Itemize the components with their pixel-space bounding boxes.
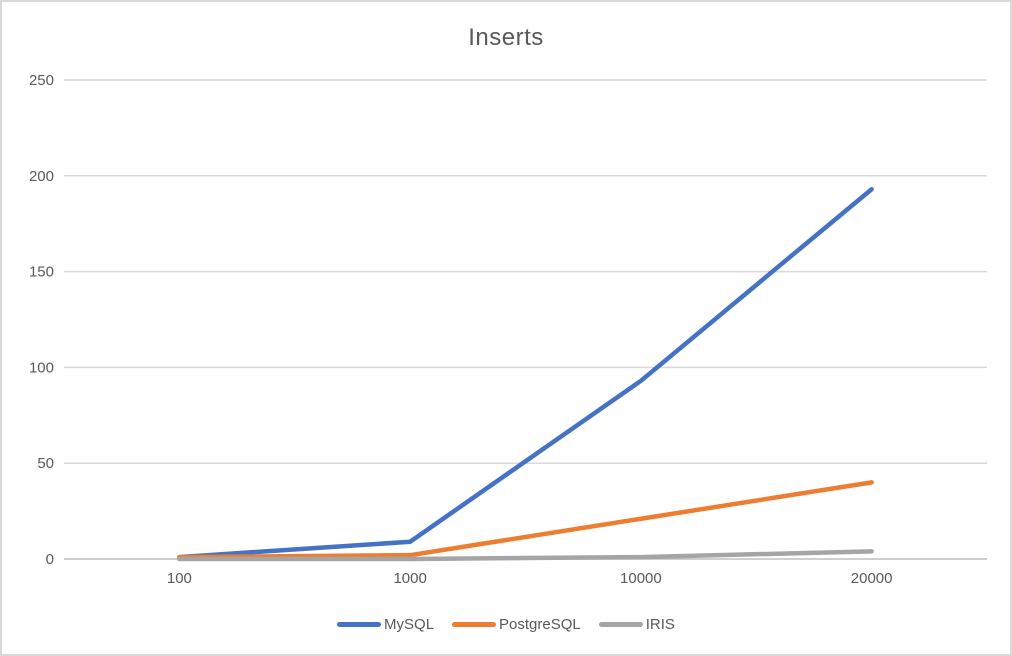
y-axis-tick-label: 100	[29, 359, 54, 376]
y-axis-tick-label: 0	[46, 551, 54, 568]
x-axis-tick-label: 20000	[851, 570, 893, 587]
series-line-postgresql	[177, 480, 874, 560]
series-line-mysql	[177, 186, 874, 560]
y-axis-tick-label: 250	[29, 72, 54, 89]
legend: MySQL PostgreSQL IRIS	[2, 616, 1010, 633]
legend-marker-iris	[598, 622, 643, 627]
legend-marker-mysql	[337, 622, 382, 627]
series-line-iris	[177, 549, 874, 562]
legend-label-postgresql: PostgreSQL	[499, 616, 581, 633]
y-axis-tick-label: 150	[29, 264, 54, 281]
chart-title: Inserts	[468, 24, 544, 51]
x-axis-tick-label: 100	[167, 570, 192, 587]
legend-marker-postgresql	[452, 622, 497, 627]
y-axis-tick-label: 50	[37, 455, 54, 472]
legend-item-mysql: MySQL	[337, 616, 434, 633]
legend-item-iris: IRIS	[598, 616, 675, 633]
y-axis-tick-label: 200	[29, 168, 54, 185]
legend-label-mysql: MySQL	[384, 616, 435, 633]
x-axis-tick-label: 10000	[620, 570, 662, 587]
legend-item-postgresql: PostgreSQL	[452, 616, 581, 633]
x-axis-tick-label: 1000	[393, 570, 426, 587]
legend-label-iris: IRIS	[645, 616, 675, 633]
